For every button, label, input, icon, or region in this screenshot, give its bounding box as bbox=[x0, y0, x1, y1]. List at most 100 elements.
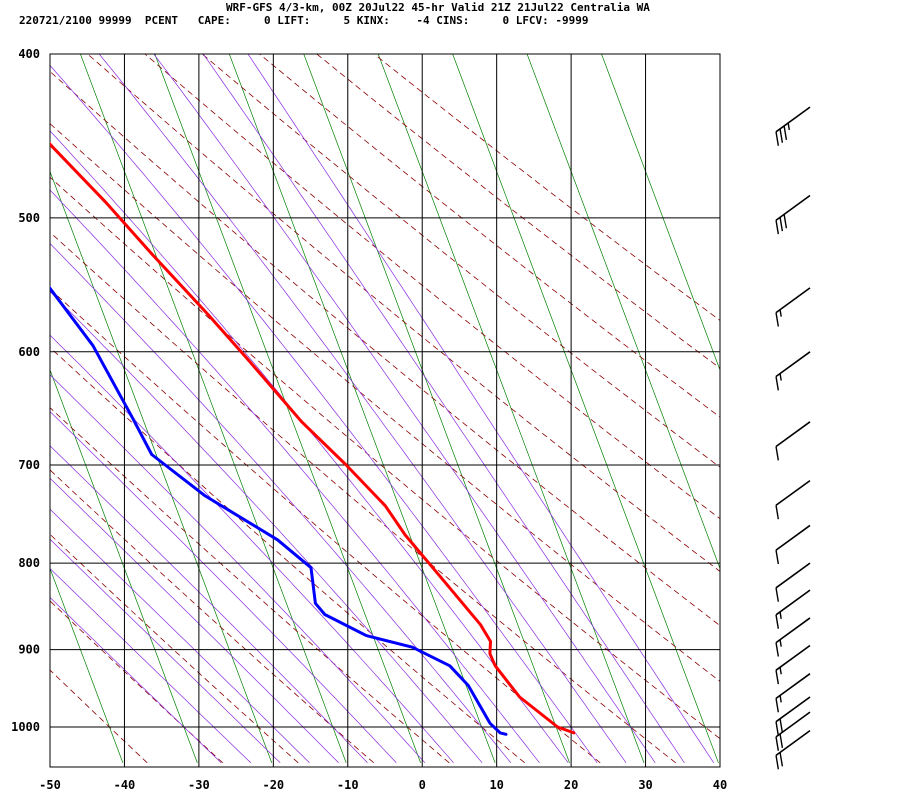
barb-staff bbox=[775, 711, 811, 738]
moist-adiabat-line bbox=[50, 334, 454, 764]
dry-adiabat-line bbox=[50, 407, 450, 764]
barb-half-feather bbox=[779, 639, 782, 647]
barb-feather bbox=[779, 128, 784, 143]
barb-feather bbox=[775, 550, 780, 565]
isotherm-line bbox=[50, 567, 124, 763]
barb-feather bbox=[775, 446, 780, 461]
x-tick-label: -20 bbox=[262, 778, 284, 792]
moist-adiabat-line bbox=[50, 538, 281, 764]
moist-adiabat-line bbox=[50, 508, 310, 764]
wind-barbs bbox=[775, 106, 811, 770]
barb-half-feather bbox=[779, 695, 782, 703]
y-tick-label: 700 bbox=[18, 458, 40, 472]
background-lines bbox=[50, 54, 720, 764]
barb-feather bbox=[779, 752, 784, 767]
dry-adiabat-line bbox=[258, 54, 720, 418]
x-tick-label: -10 bbox=[337, 778, 359, 792]
barb-feather bbox=[779, 718, 784, 733]
moist-adiabat-line bbox=[98, 54, 627, 764]
dry-adiabat-line bbox=[86, 54, 720, 572]
barb-feather bbox=[775, 220, 780, 235]
barb-staff bbox=[775, 524, 811, 551]
moist-adiabat-line bbox=[50, 445, 368, 764]
moist-adiabat-line bbox=[50, 596, 222, 764]
barb-staff bbox=[775, 644, 811, 671]
barb-feather bbox=[783, 125, 788, 140]
barb-feather bbox=[783, 214, 788, 229]
moist-adiabat-line bbox=[202, 54, 685, 763]
barb-staff bbox=[775, 562, 811, 589]
barb-feather bbox=[775, 698, 780, 713]
barb-half-feather bbox=[779, 611, 782, 619]
wind-barb bbox=[775, 617, 811, 657]
dewpoint-profile-line bbox=[50, 285, 508, 736]
wind-barb bbox=[775, 730, 811, 770]
moist-adiabat-line bbox=[50, 189, 540, 764]
dry-adiabat-line bbox=[50, 176, 720, 740]
barb-staff bbox=[775, 194, 811, 221]
barb-staff bbox=[775, 589, 811, 616]
x-tick-label: -40 bbox=[114, 778, 136, 792]
x-tick-label: -30 bbox=[188, 778, 210, 792]
y-tick-label: 500 bbox=[18, 211, 40, 225]
wind-barb bbox=[775, 562, 811, 602]
isotherm-line bbox=[303, 54, 570, 763]
wind-barb bbox=[775, 589, 811, 629]
dry-adiabat-line bbox=[50, 469, 374, 764]
barb-staff bbox=[775, 617, 811, 644]
barb-feather bbox=[775, 587, 780, 602]
barb-feather bbox=[779, 217, 784, 232]
isotherm-line bbox=[377, 54, 645, 763]
y-tick-label: 800 bbox=[18, 556, 40, 570]
dry-adiabat-line bbox=[50, 533, 299, 764]
barb-feather bbox=[775, 376, 780, 391]
dry-adiabat-line bbox=[50, 346, 525, 764]
wind-barb bbox=[775, 106, 811, 146]
moist-adiabat-line bbox=[247, 54, 714, 763]
moist-adiabat-line bbox=[50, 242, 512, 764]
barb-feather bbox=[775, 736, 780, 751]
moist-adiabat-line bbox=[50, 568, 252, 764]
moist-adiabat-line bbox=[50, 477, 339, 764]
barb-half-feather bbox=[779, 667, 782, 675]
y-tick-label: 600 bbox=[18, 345, 40, 359]
grid bbox=[50, 53, 720, 767]
isotherm-line bbox=[80, 54, 347, 763]
barb-staff bbox=[775, 730, 811, 756]
y-tick-label: 900 bbox=[18, 643, 40, 657]
dry-adiabat-line bbox=[50, 71, 720, 627]
barb-feather bbox=[775, 614, 780, 629]
isotherm-line bbox=[601, 54, 720, 371]
barb-staff bbox=[775, 106, 811, 133]
profile-lines bbox=[50, 141, 576, 736]
barb-feather bbox=[779, 733, 784, 748]
moist-adiabat-line bbox=[50, 374, 426, 764]
dry-adiabat-line bbox=[316, 54, 720, 369]
wind-barb bbox=[775, 421, 811, 461]
moist-adiabat-line bbox=[50, 291, 483, 764]
isotherm-line bbox=[452, 54, 719, 763]
barb-feather bbox=[775, 721, 780, 736]
isotherm-line bbox=[50, 368, 198, 763]
y-tick-label: 400 bbox=[18, 47, 40, 61]
barb-staff bbox=[775, 287, 811, 314]
isotherm-line bbox=[154, 54, 421, 763]
moist-adiabat-line bbox=[50, 411, 397, 764]
chart-title: WRF-GFS 4/3-km, 00Z 20Jul22 45-hr Valid … bbox=[226, 1, 650, 14]
barb-feather bbox=[775, 670, 780, 685]
temperature-profile-line bbox=[50, 141, 576, 735]
wind-barb bbox=[775, 287, 811, 327]
barb-feather bbox=[775, 642, 780, 657]
moist-adiabat-line bbox=[50, 130, 569, 764]
x-tick-label: 30 bbox=[638, 778, 652, 792]
x-tick-label: 0 bbox=[419, 778, 426, 792]
isotherm-line bbox=[228, 54, 496, 763]
barb-staff bbox=[775, 479, 811, 506]
wind-barb bbox=[775, 644, 811, 685]
wind-barb bbox=[775, 711, 811, 751]
dry-adiabat-line bbox=[144, 54, 720, 520]
barb-feather bbox=[775, 131, 780, 146]
barb-staff bbox=[775, 696, 811, 723]
barb-staff bbox=[775, 351, 811, 378]
